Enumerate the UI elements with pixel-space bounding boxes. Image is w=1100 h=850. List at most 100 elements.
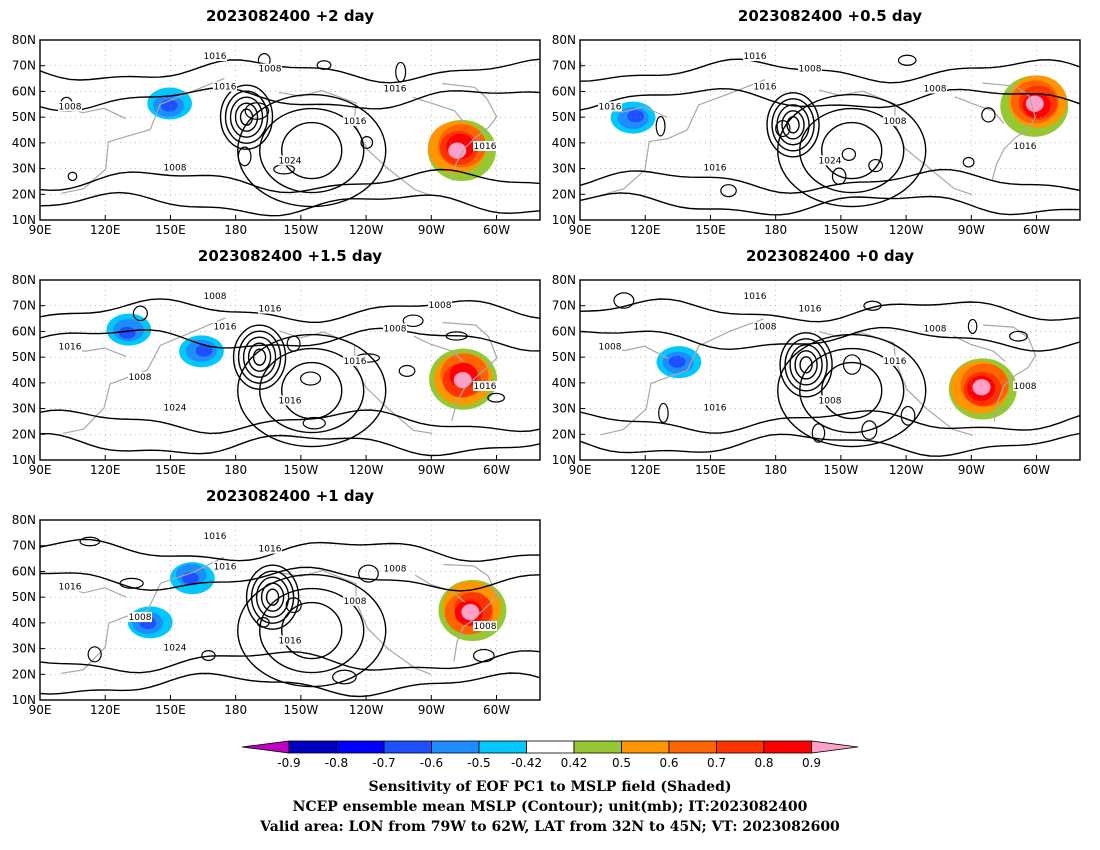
- mslp-contour: [775, 120, 791, 138]
- mslp-contour: [229, 96, 264, 138]
- lon-label: 90E: [29, 703, 52, 717]
- mslp-contour: [868, 158, 884, 173]
- contour-label-bg: [883, 355, 907, 366]
- map-panel: 2023082400 +0 day 1016 1016 1008 1008 1016 100…: [552, 247, 1081, 477]
- footer-line-1: Sensitivity of EOF PC1 to MSLP field (Sh…: [368, 779, 731, 795]
- contour-label: 1016: [744, 52, 767, 62]
- lon-label: 150W: [823, 463, 858, 477]
- lat-label: 30N: [552, 162, 576, 176]
- map-frame: [579, 39, 1081, 221]
- contour-label: 1008: [384, 564, 407, 574]
- sensitivity-negative-area: [595, 86, 612, 98]
- panel-title: 2023082400 +1.5 day: [198, 247, 382, 265]
- colorbar-tick-label: 0.42: [561, 756, 588, 770]
- contour-label-bg: [383, 83, 407, 94]
- lat-label: 40N: [12, 136, 36, 150]
- mslp-contour: [237, 330, 282, 384]
- contour-label: 1016: [599, 102, 622, 112]
- mslp-contour: [232, 324, 287, 390]
- mslp-contour: [779, 332, 833, 398]
- lat-label: 40N: [12, 616, 36, 630]
- contour-label: 1016: [259, 305, 282, 315]
- lat-label: 40N: [552, 136, 576, 150]
- mslp-contour: [40, 87, 540, 112]
- lon-label: 120E: [90, 703, 121, 717]
- lat-label: 10N: [12, 693, 36, 707]
- contour-label-bg: [383, 563, 407, 574]
- coastline: [442, 321, 498, 422]
- contour-label: 1016: [214, 563, 237, 573]
- contour-label: 1016: [204, 52, 227, 62]
- contour-label-bg: [128, 372, 152, 382]
- contour-label: 1008: [129, 613, 152, 623]
- contour-label: 1008: [129, 373, 152, 383]
- coastline: [413, 335, 464, 362]
- contour-label: 1016: [279, 636, 302, 646]
- lon-label: 60W: [483, 703, 510, 717]
- lon-label: 90W: [418, 223, 445, 237]
- coastline: [412, 96, 465, 124]
- contour-label: 1008: [429, 301, 452, 311]
- mslp-contour: [580, 168, 1080, 194]
- lat-label: 80N: [12, 33, 36, 47]
- sensitivity-negative-area: [118, 326, 136, 339]
- lon-label: 150W: [283, 463, 318, 477]
- mslp-contour: [358, 564, 379, 583]
- mslp-contour: [900, 405, 916, 426]
- mslp-contour: [360, 136, 374, 149]
- contour-label-bg: [258, 303, 282, 314]
- lat-label: 50N: [12, 350, 36, 364]
- mslp-contour: [237, 146, 252, 167]
- coastline: [982, 82, 1036, 182]
- contour-label-bg: [818, 155, 842, 166]
- colorbar-segment: [573, 740, 622, 754]
- colorbar-tick-label: 0.9: [802, 756, 821, 770]
- sensitivity-negative-area: [195, 344, 213, 357]
- mslp-contour: [794, 350, 818, 380]
- colorbar-segment: [288, 740, 337, 754]
- mslp-contour: [897, 54, 917, 66]
- colorbar-segment: [336, 740, 385, 754]
- coastline: [952, 335, 1006, 362]
- mslp-contour: [247, 342, 272, 372]
- contour-label-bg: [258, 63, 282, 74]
- contour-label-bg: [343, 595, 367, 606]
- lon-label: 120W: [349, 463, 384, 477]
- sensitivity-positive-area: [453, 371, 472, 389]
- lat-label: 80N: [12, 273, 36, 287]
- lat-label: 20N: [552, 427, 576, 441]
- coastline: [600, 318, 764, 436]
- contour-label-bg: [753, 81, 777, 92]
- contour-label: 1016: [384, 84, 407, 94]
- lon-label: 150E: [695, 463, 726, 477]
- mslp-contour: [777, 93, 927, 208]
- colorbar-tick-label: 0.6: [659, 756, 678, 770]
- lon-label: 60W: [483, 223, 510, 237]
- mslp-contour: [259, 107, 365, 194]
- lon-label: 180: [764, 463, 787, 477]
- contour-label: 1024: [819, 156, 842, 166]
- lon-label: 120W: [889, 463, 924, 477]
- contour-label: 1016: [884, 357, 907, 367]
- contour-label: 1008: [754, 323, 777, 333]
- mslp-contour: [252, 348, 267, 366]
- lon-label: 150E: [155, 463, 186, 477]
- lat-label: 80N: [12, 513, 36, 527]
- lat-label: 50N: [12, 590, 36, 604]
- map-frame: [39, 39, 541, 221]
- lon-label: 90W: [958, 223, 985, 237]
- lat-label: 30N: [12, 162, 36, 176]
- mslp-contour: [244, 102, 270, 120]
- mslp-contour: [831, 167, 847, 185]
- mslp-contour: [224, 90, 269, 144]
- mslp-contour: [40, 168, 540, 194]
- contour-label: 1008: [1014, 382, 1037, 392]
- colorbar-segment: [431, 740, 480, 754]
- lon-label: 120E: [90, 223, 121, 237]
- colorbar-segment: [621, 740, 670, 754]
- coastline: [983, 324, 1037, 422]
- contour-label: 1008: [884, 117, 907, 127]
- mslp-contour: [40, 672, 540, 698]
- lon-label: 90W: [958, 463, 985, 477]
- lon-label: 120W: [349, 703, 384, 717]
